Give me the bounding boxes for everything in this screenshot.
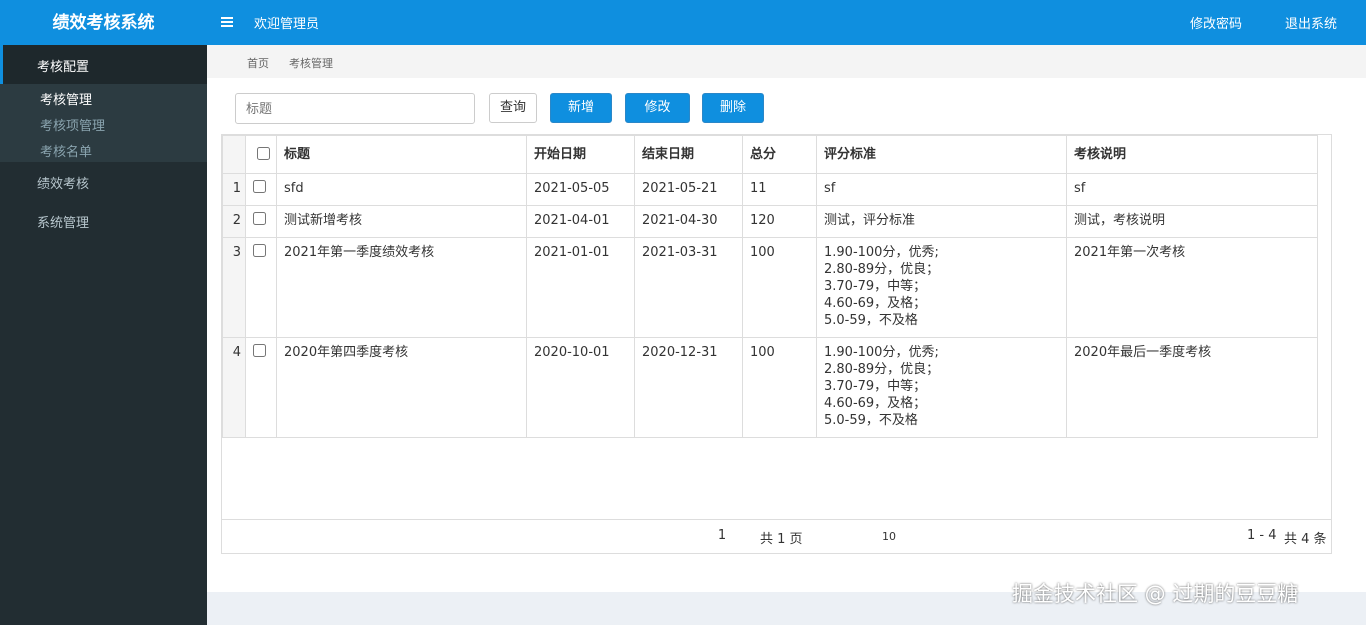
table-panel: 标题 开始日期 结束日期 总分 评分标准 考核说明 1 sfd 2021-05-05 2021-… [221,134,1332,554]
row-checkbox-cell [245,173,277,206]
table-cell: 100 [742,337,817,438]
table-cell: sf [816,173,1067,206]
table-cell: 2021-04-30 [634,205,743,238]
table-cell: 测试，评分标准 [816,205,1067,238]
table-cell: 2021-01-01 [526,237,635,338]
menu-item[interactable]: 考核名单 [40,145,93,160]
page-input[interactable]: 1 [717,528,727,543]
table-cell: 2021-05-21 [634,173,743,206]
change-password[interactable]: 修改密码 [1190,17,1243,32]
row-checkbox[interactable] [253,180,266,193]
range: 1 - 4 [1247,528,1277,543]
row-checkbox-cell [245,205,277,238]
total-pages: 共 1 页 [760,532,803,547]
row-number: 2 [222,205,246,238]
table-cell: 2020-10-01 [526,337,635,438]
column-header: 标题 [276,135,527,174]
app-title: 绩效考核系统 [52,13,155,33]
column-header: 结束日期 [634,135,743,174]
row-checkbox[interactable] [253,244,266,257]
row-checkbox-cell [245,237,277,338]
logout[interactable]: 退出系统 [1285,17,1338,32]
row-checkbox-cell [245,337,277,438]
table-row: 4 2020年第四季度考核 2020-10-01 2020-12-31 100 1.90-… [222,337,1318,438]
table-row: 2 测试新增考核 2021-04-01 2021-04-30 120 测试，评分标准 测试，… [222,205,1318,238]
data-table: 标题 开始日期 结束日期 总分 评分标准 考核说明 1 sfd 2021-05-05 2021-… [222,135,1318,438]
table-cell: 1.90-100分，优秀; 2.80-89分，优良； 3.70-79，中等； 4… [816,237,1067,338]
add-button[interactable]: 新增 [550,93,612,123]
menu-item[interactable]: 考核项管理 [40,119,106,134]
watermark: 掘金技术社区 @ 过期的豆豆糖 [1012,582,1299,606]
delete-button[interactable]: 删除 [702,93,764,123]
table-cell: 100 [742,237,817,338]
row-number: 4 [222,337,246,438]
menu-group[interactable]: 系统管理 [37,216,90,231]
table-cell: 2021-03-31 [634,237,743,338]
row-number: 1 [222,173,246,206]
table-cell: 1.90-100分，优秀; 2.80-89分，优良； 3.70-79，中等； 4… [816,337,1067,438]
edit-button[interactable]: 修改 [625,93,690,123]
table-cell: 2020年最后一季度考核 [1066,337,1318,438]
table-cell: 测试，考核说明 [1066,205,1318,238]
table-cell: 2021-04-01 [526,205,635,238]
pagination: 1 共 1 页 10 1 - 4 共 4 条 [222,519,1331,553]
search-input[interactable] [235,93,475,124]
table-cell: 11 [742,173,817,206]
row-checkbox[interactable] [253,212,266,225]
total: 共 4 条 [1284,532,1327,547]
select-all[interactable] [257,147,270,160]
column-header: 评分标准 [816,135,1067,174]
column-header: 考核说明 [1066,135,1318,174]
sidebar: 考核配置 考核管理 考核项管理 考核名单 绩效考核 系统管理 [0,45,207,625]
column-header: 开始日期 [526,135,635,174]
menu-group[interactable]: 考核配置 [37,60,90,75]
row-checkbox[interactable] [253,344,266,357]
table-row: 1 sfd 2021-05-05 2021-05-21 11 sf sf [222,173,1318,206]
welcome: 欢迎管理员 [254,17,320,32]
crumb-home[interactable]: 首页 [247,57,269,70]
menu-toggle[interactable] [221,16,233,28]
table-cell: 2021年第一季度绩效考核 [276,237,527,338]
menu-group[interactable]: 绩效考核 [37,177,90,192]
query-button[interactable]: 查询 [489,93,537,123]
table-row: 3 2021年第一季度绩效考核 2021-01-01 2021-03-31 100 1.9… [222,237,1318,338]
page-size[interactable]: 10 [882,530,896,543]
table-cell: 120 [742,205,817,238]
row-number: 3 [222,237,246,338]
table-cell: 2021年第一次考核 [1066,237,1318,338]
table-cell: 2020-12-31 [634,337,743,438]
crumb-current: 考核管理 [289,57,333,70]
column-header: 总分 [742,135,817,174]
table-cell: 2020年第四季度考核 [276,337,527,438]
header: 绩效考核系统 欢迎管理员 修改密码 退出系统 [0,0,1366,45]
table-cell: sf [1066,173,1318,206]
menu-item[interactable]: 考核管理 [40,93,93,108]
table-cell: sfd [276,173,527,206]
table-cell: 2021-05-05 [526,173,635,206]
breadcrumb: 首页 考核管理 [207,45,1366,78]
table-cell: 测试新增考核 [276,205,527,238]
